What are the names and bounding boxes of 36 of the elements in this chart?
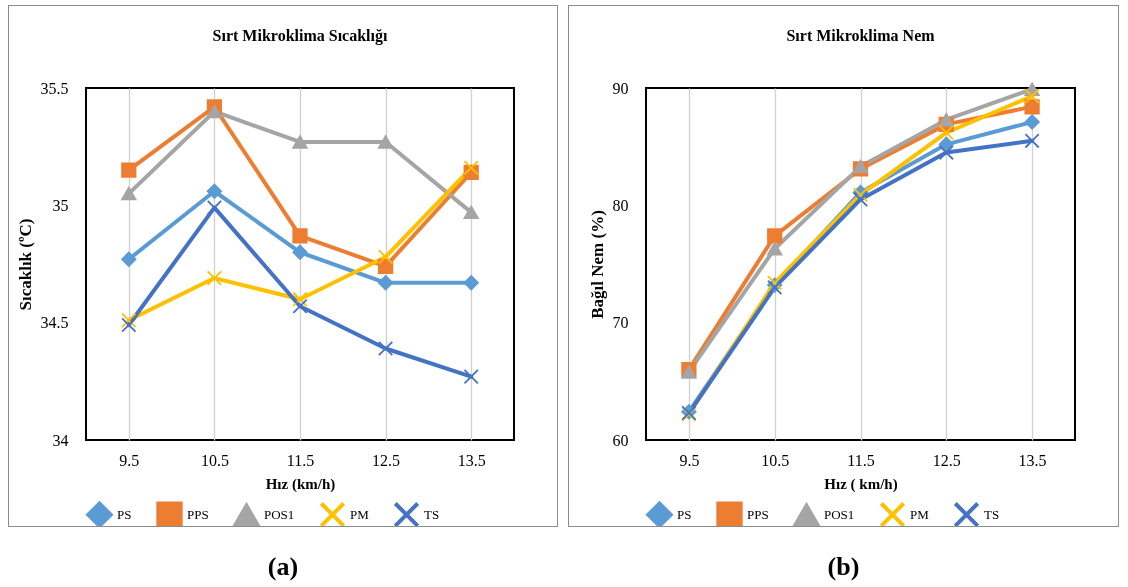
y-axis-title: Sıcaklık (ºC): [15, 218, 35, 311]
x-tick-label: 12.5: [932, 451, 961, 469]
y-tick-label: 34: [52, 431, 69, 449]
legend-label: PM: [350, 506, 370, 522]
x-tick-label: 9.5: [119, 451, 140, 469]
y-axis-title: Bağıl Nem (%): [587, 210, 607, 319]
legend-label: PM: [910, 506, 930, 522]
y-tick-label: 60: [612, 431, 629, 449]
x-tick-label: 9.5: [679, 451, 700, 469]
chart-title: Sırt Mikroklima Sıcaklığı: [212, 27, 388, 45]
legend-label: TS: [424, 506, 440, 522]
chart-title: Sırt Mikroklima Nem: [786, 26, 936, 44]
x-axis-title: Hız ( km/h): [824, 475, 898, 493]
x-tick-label: 11.5: [847, 451, 875, 469]
legend-label: POS1: [264, 507, 295, 523]
y-tick-label: 35: [52, 196, 69, 214]
x-tick-label: 10.5: [200, 451, 229, 469]
legend-label: PS: [117, 506, 132, 522]
y-tick-label: 90: [612, 79, 629, 97]
x-tick-label: 13.5: [1018, 451, 1047, 469]
legend-label: POS1: [824, 507, 855, 523]
y-tick-label: 80: [612, 196, 629, 214]
x-tick-label: 11.5: [286, 451, 315, 469]
x-axis-title: Hız (km/h): [265, 475, 336, 493]
legend-label: PPS: [187, 506, 209, 522]
legend-label: PS: [677, 506, 692, 522]
x-tick-label: 13.5: [457, 451, 486, 469]
text: (b): [826, 552, 861, 582]
x-tick-label: 10.5: [761, 451, 790, 469]
legend-label: PPS: [747, 506, 769, 522]
legend-label: TS: [984, 506, 1000, 522]
y-tick-label: 70: [612, 314, 629, 332]
y-tick-label: 35.5: [40, 79, 69, 97]
y-tick-label: 34.5: [40, 314, 69, 332]
x-tick-label: 12.5: [372, 451, 401, 469]
text: (a): [266, 552, 300, 582]
